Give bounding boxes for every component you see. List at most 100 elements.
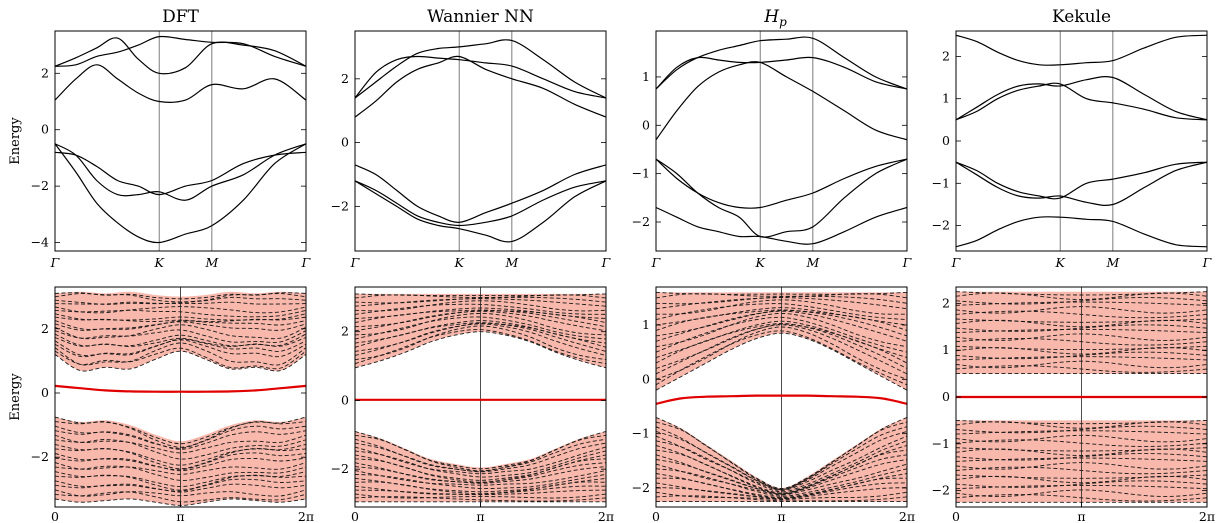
x-tick-label: K [754, 255, 765, 270]
y-tick-label: 0 [942, 133, 950, 148]
bulk-state-line [55, 320, 306, 330]
bulk-band-fill [656, 292, 907, 391]
y-tick-label: −1 [632, 166, 650, 181]
y-tick-label: 2 [341, 71, 349, 86]
bulk-state-line [355, 462, 606, 484]
plot-area [355, 287, 606, 507]
bulk-state-line [656, 444, 907, 494]
x-tick-label: Γ [350, 255, 361, 270]
plot-frame [354, 286, 607, 508]
band-line [956, 76, 1207, 121]
bottom-panel-1: 0 π 2π −2 0 2 Energy [8, 286, 314, 523]
band-line [355, 180, 606, 243]
y-tick-label: 1 [642, 69, 650, 84]
plot-frame [955, 30, 1208, 252]
y-tick-label: −1 [932, 175, 950, 190]
x-tick-label: K [453, 255, 464, 270]
edge-state-line [55, 384, 306, 393]
top-panel-4: Kekule Γ K M Γ −2 −1 0 1 2 [932, 7, 1213, 270]
plot-area [355, 31, 606, 251]
panel-title: DFT [162, 7, 199, 27]
band-line [355, 39, 606, 99]
bulk-state-line [355, 323, 606, 356]
y-tick-label: −2 [932, 218, 950, 233]
x-tick-label: 2π [298, 509, 314, 523]
band-line [355, 55, 606, 99]
band-line [656, 36, 907, 90]
y-tick-label: −2 [632, 480, 650, 495]
x-tick-label: 2π [598, 509, 614, 523]
band-line [55, 143, 306, 201]
band-line [55, 151, 306, 196]
x-tick-label: π [176, 509, 184, 523]
band-line [956, 161, 1207, 206]
x-tick-label: Γ [301, 255, 312, 270]
y-tick-label: 0 [41, 122, 49, 137]
band-line [956, 216, 1207, 248]
band-line [55, 64, 306, 103]
plot-area [656, 31, 907, 251]
y-tick-label: 2 [942, 295, 950, 310]
bottom-panel-3: 0 π 2π −2 −1 0 1 [632, 286, 915, 523]
plot-area [55, 287, 306, 507]
band-line [355, 55, 606, 118]
bulk-state-line [55, 434, 306, 454]
y-tick-label: 0 [642, 371, 650, 386]
band-line [355, 180, 606, 227]
y-tick-label: 0 [942, 389, 950, 404]
y-tick-label: 0 [341, 392, 349, 407]
y-tick-label: 0 [642, 117, 650, 132]
band-line [656, 206, 907, 245]
x-tick-label: M [204, 255, 219, 270]
x-tick-label: M [1105, 255, 1120, 270]
y-axis-label: Energy [8, 117, 23, 165]
plot-frame [655, 30, 908, 252]
x-tick-label: 2π [1199, 509, 1215, 523]
bulk-state-line [55, 425, 306, 449]
top-panel-2: Wannier NN Γ K M Γ −2 0 2 [331, 7, 612, 270]
y-tick-label: 0 [41, 385, 49, 400]
band-line [55, 37, 306, 75]
bulk-band-fill [355, 431, 606, 502]
band-line [956, 82, 1207, 121]
band-line [55, 35, 306, 67]
y-tick-label: 2 [41, 65, 49, 80]
plot-frame [54, 286, 307, 508]
plot-area [55, 31, 306, 251]
bulk-state-line [656, 477, 907, 499]
y-tick-label: 2 [942, 48, 950, 63]
y-tick-label: −2 [632, 214, 650, 229]
plot-area [656, 287, 907, 507]
x-tick-label: K [153, 255, 164, 270]
panel-title: Wannier NN [427, 7, 534, 27]
x-tick-label: Γ [902, 255, 913, 270]
x-tick-label: 0 [51, 509, 59, 523]
x-tick-label: 2π [899, 509, 915, 523]
y-tick-label: −1 [932, 436, 950, 451]
bottom-panel-2: 0 π 2π −2 0 2 [331, 286, 614, 523]
bulk-state-line [55, 416, 306, 445]
x-tick-label: 0 [652, 509, 660, 523]
x-tick-label: Γ [50, 255, 61, 270]
band-line [656, 158, 907, 209]
bulk-state-line [55, 337, 306, 347]
y-tick-label: 1 [642, 317, 650, 332]
y-tick-label: 0 [341, 135, 349, 150]
y-tick-label: −2 [31, 449, 49, 464]
plot-frame [655, 286, 908, 508]
bulk-state-line [656, 426, 907, 490]
x-tick-label: 0 [351, 509, 359, 523]
y-tick-label: −1 [632, 426, 650, 441]
bulk-state-line [55, 350, 306, 372]
x-tick-label: Γ [1202, 255, 1213, 270]
x-tick-label: Γ [601, 255, 612, 270]
edge-state-line [656, 394, 907, 405]
band-line [656, 61, 907, 141]
y-tick-label: −2 [932, 483, 950, 498]
y-tick-label: −2 [331, 461, 349, 476]
y-tick-label: 2 [41, 321, 49, 336]
bulk-state-line [55, 342, 306, 366]
panel-title: Kekule [1052, 7, 1111, 27]
y-tick-label: −4 [31, 235, 49, 250]
bulk-band-fill [656, 417, 907, 502]
